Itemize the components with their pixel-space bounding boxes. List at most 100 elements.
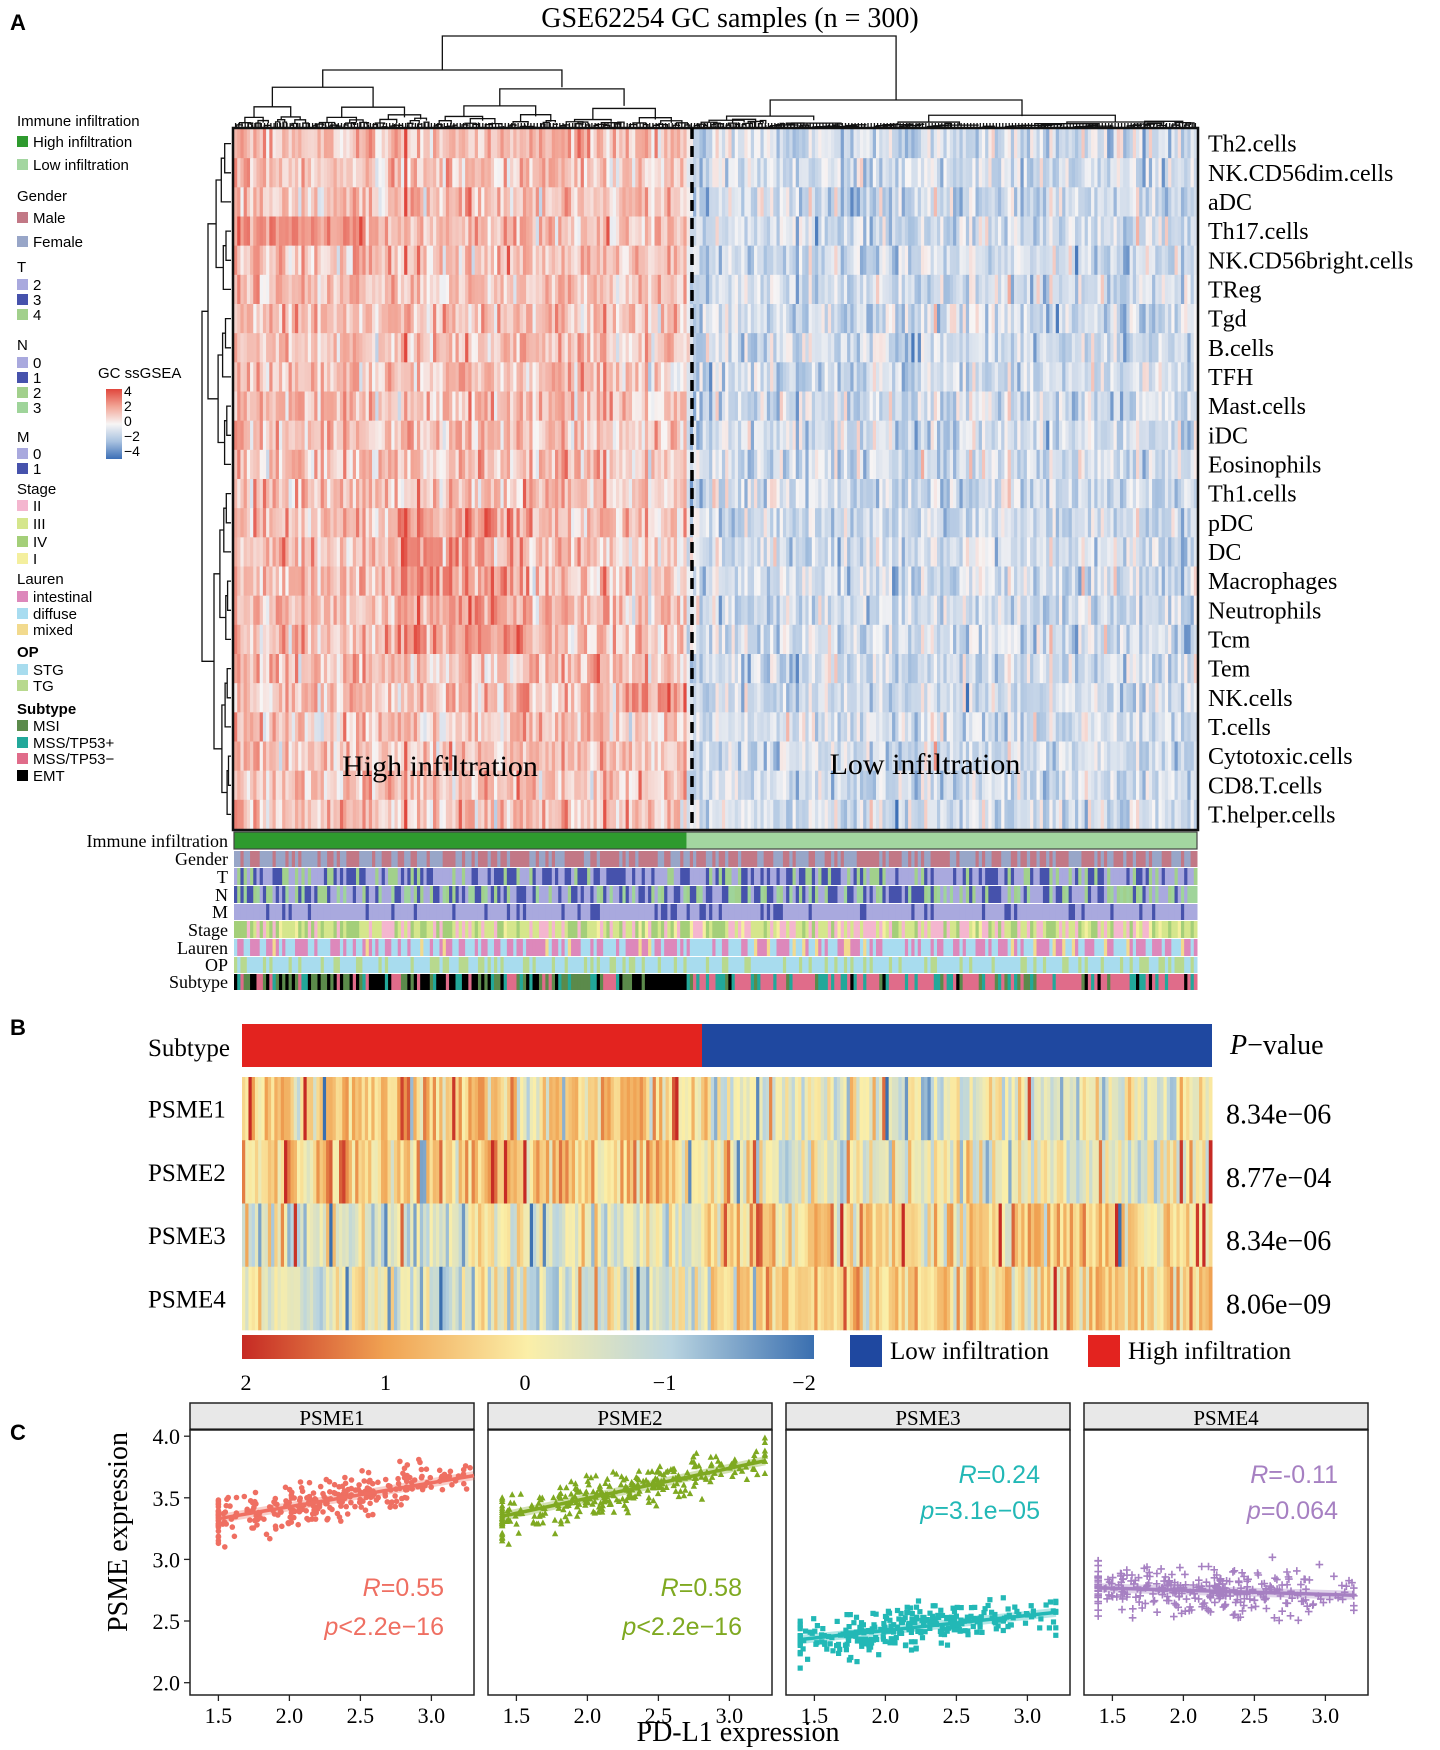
heatmap-a-cell [888, 216, 893, 247]
heatmap-a-cell [368, 129, 373, 159]
heatmap-a-cell [394, 304, 399, 334]
heatmap-a-cell [503, 508, 508, 538]
heatmap-a-cell [275, 362, 280, 392]
heatmap-a-cell [1139, 274, 1144, 305]
heatmap-a-cell [641, 479, 646, 509]
heatmap-a-cell [654, 158, 659, 188]
heatmap-a-cell [471, 479, 476, 509]
heatmap-a-cell [1164, 245, 1169, 276]
heatmap-a-cell [1164, 449, 1169, 480]
heatmap-a-cell [994, 216, 999, 247]
heatmap-a-cell [859, 479, 864, 509]
heatmap-a-cell [622, 333, 627, 363]
heatmap-a-cell [978, 158, 983, 188]
heatmap-a-cell [619, 158, 624, 188]
heatmap-a-cell [558, 216, 563, 247]
heatmap-a-cell [587, 245, 591, 276]
heatmap-a-cell [455, 420, 460, 451]
heatmap-a-cell [311, 333, 315, 363]
heatmap-a-cell [391, 391, 396, 422]
heatmap-a-cell [654, 129, 659, 159]
heatmap-a-cell [1014, 333, 1018, 363]
heatmap-a-cell [1062, 479, 1066, 509]
heatmap-a-cell [786, 158, 790, 188]
heatmap-a-cell [866, 245, 871, 276]
heatmap-a-cell [1148, 391, 1153, 422]
heatmap-a-cell [847, 187, 851, 217]
heatmap-a-cell [876, 479, 880, 509]
heatmap-a-cell [1065, 508, 1070, 538]
heatmap-a-cell [715, 158, 720, 188]
heatmap-a-cell [1168, 420, 1172, 451]
heatmap-a-cell [410, 391, 415, 422]
heatmap-a-cell [718, 508, 723, 538]
heatmap-a-cell [612, 391, 617, 422]
heatmap-a-cell [243, 479, 248, 509]
heatmap-a-cell [673, 362, 678, 392]
heatmap-a-cell [725, 333, 729, 363]
heatmap-a-cell [423, 274, 428, 305]
heatmap-a-cell [625, 420, 630, 451]
heatmap-a-cell [404, 245, 408, 276]
heatmap-a-cell [1007, 449, 1012, 480]
heatmap-a-cell [933, 158, 938, 188]
heatmap-a-cell [705, 508, 710, 538]
heatmap-a-cell [1158, 304, 1163, 334]
heatmap-a-cell [445, 449, 450, 480]
heatmap-a-cell [433, 362, 437, 392]
heatmap-a-cell [651, 479, 656, 509]
heatmap-a-cell [975, 274, 980, 305]
heatmap-a-cell [275, 129, 280, 159]
heatmap-a-cell [747, 129, 752, 159]
heatmap-a-cell [654, 391, 659, 422]
heatmap-a-cell [731, 304, 736, 334]
heatmap-a-cell [705, 362, 710, 392]
heatmap-a-cell [404, 129, 408, 159]
heatmap-a-cell [1136, 508, 1140, 538]
heatmap-a-cell [615, 508, 620, 538]
heatmap-a-cell [298, 158, 303, 188]
heatmap-a-cell [683, 391, 688, 422]
heatmap-a-cell [834, 449, 839, 480]
heatmap-a-cell [693, 479, 697, 509]
heatmap-a-cell [314, 216, 319, 247]
dendrogram-branch [1144, 120, 1184, 125]
heatmap-a-cell [1052, 420, 1057, 451]
heatmap-a-cell [981, 449, 986, 480]
heatmap-a-cell [330, 274, 335, 305]
heatmap-a-cell [872, 129, 877, 159]
heatmap-a-cell [365, 129, 370, 159]
heatmap-a-cell [997, 245, 1002, 276]
heatmap-a-cell [1014, 158, 1018, 188]
heatmap-a-cell [667, 187, 672, 217]
heatmap-a-cell [481, 333, 485, 363]
dendrogram-branch [213, 573, 222, 750]
heatmap-a-cell [522, 420, 527, 451]
heatmap-a-cell [593, 187, 598, 217]
heatmap-a-cell [314, 187, 319, 217]
heatmap-a-cell [763, 391, 768, 422]
heatmap-a-cell [291, 216, 296, 247]
heatmap-a-cell [545, 508, 550, 538]
heatmap-a-cell [1001, 129, 1005, 159]
heatmap-a-cell [696, 391, 701, 422]
heatmap-a-cell [359, 304, 363, 334]
heatmap-a-cell [914, 508, 919, 538]
heatmap-a-cell [461, 391, 466, 422]
heatmap-a-cell [712, 449, 717, 480]
heatmap-a-cell [1078, 304, 1083, 334]
heatmap-a-cell [234, 216, 238, 247]
heatmap-a-cell [737, 508, 742, 538]
heatmap-a-cell [1126, 333, 1131, 363]
heatmap-a-cell [294, 245, 299, 276]
heatmap-a-cell [1094, 129, 1099, 159]
heatmap-a-cell [673, 187, 678, 217]
heatmap-a-cell [895, 158, 900, 188]
dendrogram-branch [224, 317, 231, 349]
heatmap-a-cell [1187, 245, 1192, 276]
heatmap-a-cell [936, 479, 941, 509]
heatmap-a-cell [962, 508, 967, 538]
heatmap-a-cell [1110, 187, 1115, 217]
heatmap-a-cell [693, 391, 697, 422]
heatmap-a-cell [384, 245, 389, 276]
